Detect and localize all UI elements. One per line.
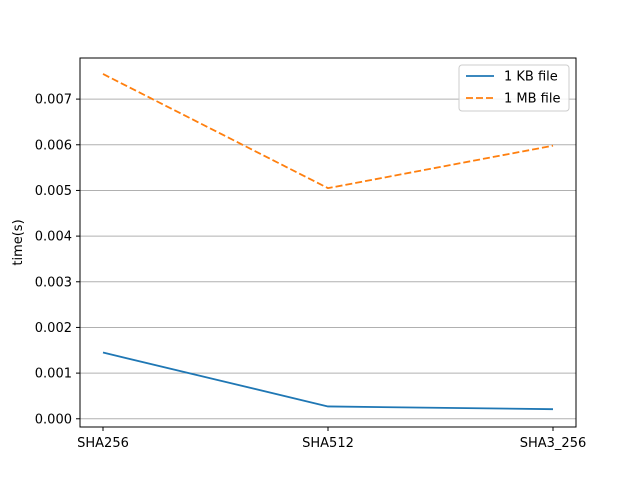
y-tick-label: 0.001 <box>35 367 72 382</box>
y-axis-label: time(s) <box>11 219 26 265</box>
x-tick-label: SHA3_256 <box>520 436 587 451</box>
legend-label-1mb: 1 MB file <box>504 92 560 107</box>
y-tick-label: 0.007 <box>35 93 72 108</box>
x-tick-label: SHA512 <box>302 436 354 451</box>
x-tick-label: SHA256 <box>77 436 129 451</box>
y-tick-label: 0.000 <box>35 412 72 427</box>
y-tick-label: 0.002 <box>35 321 72 336</box>
legend: 1 KB file 1 MB file <box>459 65 569 111</box>
y-tick-label: 0.004 <box>35 230 72 245</box>
y-tick-label: 0.005 <box>35 184 72 199</box>
legend-label-1kb: 1 KB file <box>504 70 558 85</box>
y-tick-label: 0.006 <box>35 138 72 153</box>
y-tick-label: 0.003 <box>35 275 72 290</box>
